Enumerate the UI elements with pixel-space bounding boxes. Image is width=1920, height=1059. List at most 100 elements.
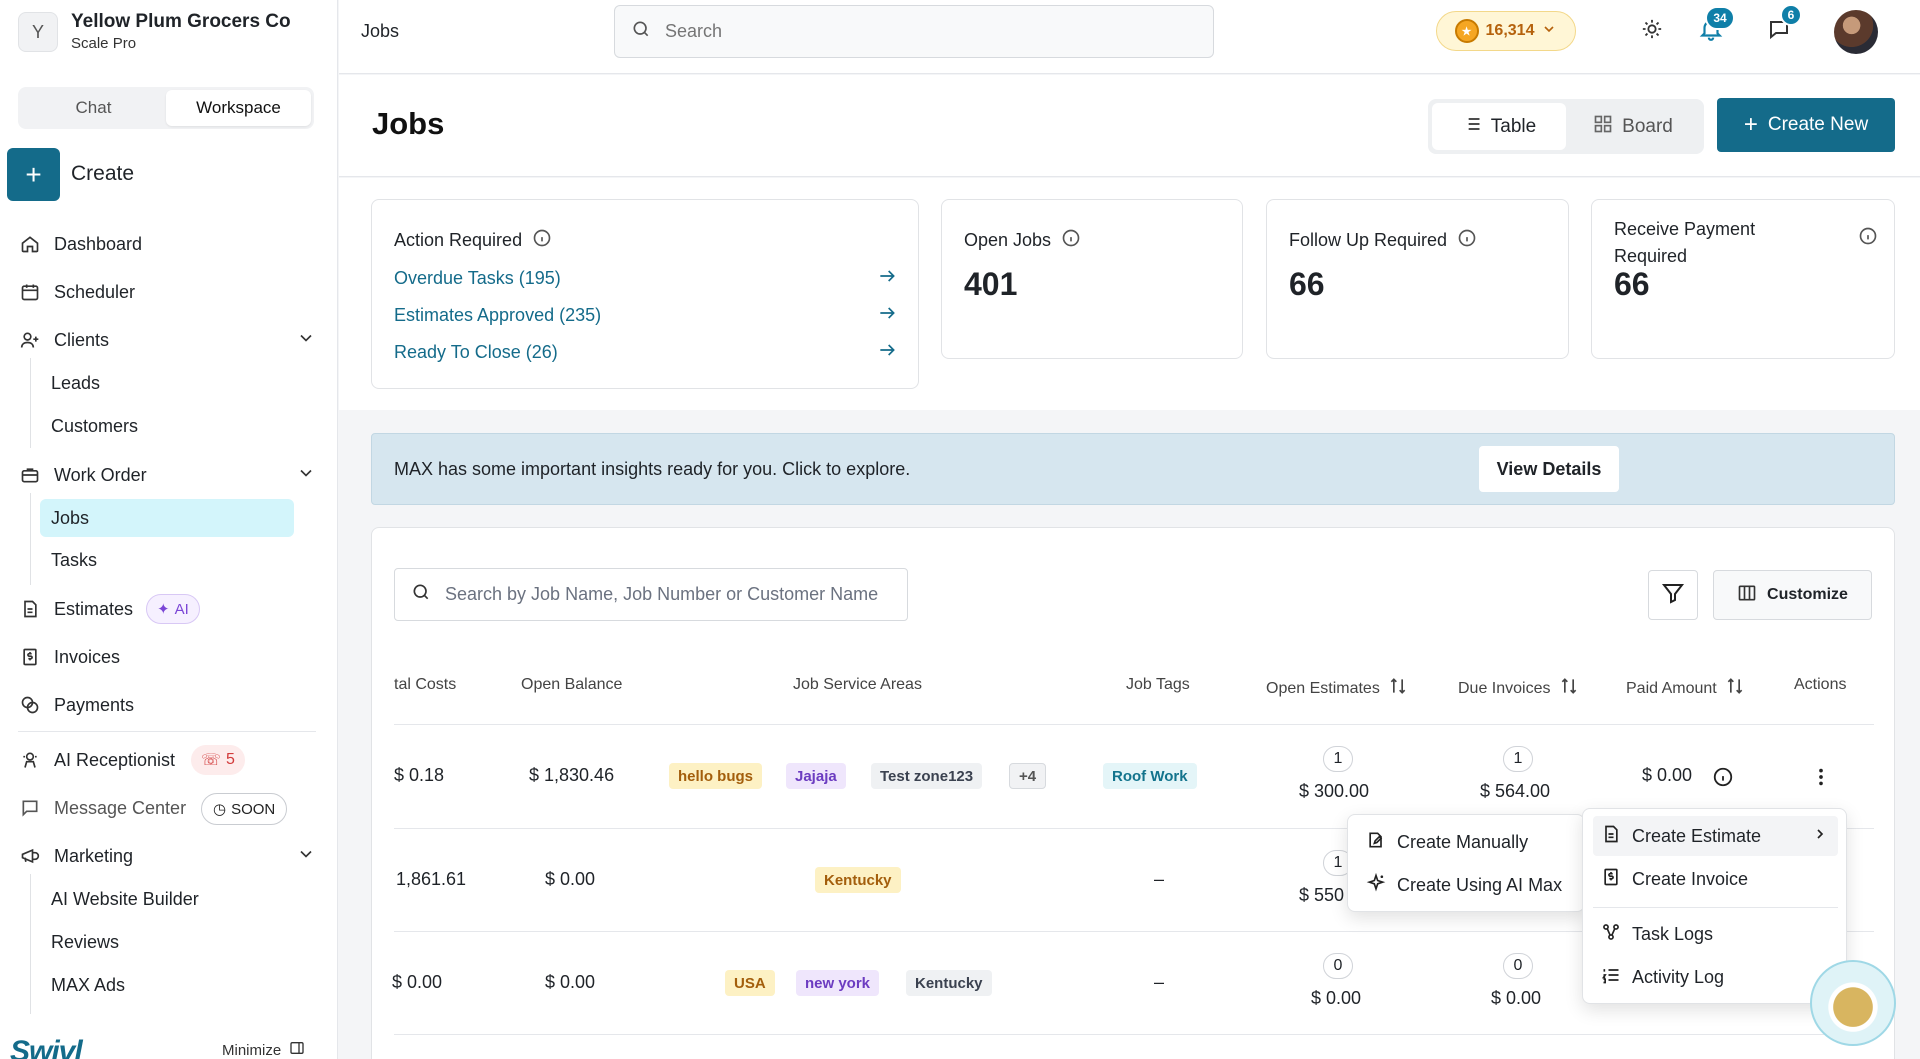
nav-estimates[interactable]: Estimates xyxy=(18,594,133,624)
search-input[interactable] xyxy=(665,21,1165,42)
col-open-estimates[interactable]: Open Estimates xyxy=(1266,676,1408,701)
total-costs-cell: 1,861.61 xyxy=(396,869,467,889)
chevron-down-icon[interactable] xyxy=(296,328,316,353)
minimize-label: Minimize xyxy=(222,1041,282,1059)
nav-dashboard[interactable]: Dashboard xyxy=(18,229,142,259)
task-logs-item[interactable]: Task Logs xyxy=(1593,914,1713,954)
create-manually-item[interactable]: Create Manually xyxy=(1358,822,1528,862)
info-icon[interactable] xyxy=(532,228,552,253)
open-jobs-card[interactable]: Open Jobs 401 xyxy=(941,199,1243,359)
nav-ai-receptionist[interactable]: AI Receptionist xyxy=(18,745,175,775)
org-name[interactable]: Yellow Plum Grocers Co xyxy=(71,11,291,32)
brand-logo: Swivl xyxy=(10,1035,83,1059)
col-total-costs[interactable]: tal Costs xyxy=(394,676,456,694)
document-icon xyxy=(18,597,42,621)
service-area-tag: hello bugs xyxy=(669,763,762,789)
nav-payments[interactable]: Payments xyxy=(18,690,134,720)
sort-icon[interactable] xyxy=(1559,676,1579,701)
nav-work-order[interactable]: Work Order xyxy=(18,460,316,490)
sort-icon[interactable] xyxy=(1388,676,1408,701)
tab-workspace[interactable]: Workspace xyxy=(166,90,311,126)
col-paid-amount[interactable]: Paid Amount xyxy=(1626,676,1745,701)
chevron-down-icon[interactable] xyxy=(296,844,316,869)
kebab-menu-icon[interactable] xyxy=(1810,765,1832,794)
user-avatar[interactable] xyxy=(1834,10,1878,54)
view-table-button[interactable]: Table xyxy=(1432,103,1566,150)
overdue-tasks-link[interactable]: Overdue Tasks (195) xyxy=(394,266,897,291)
view-table-label: Table xyxy=(1490,115,1537,137)
table-search[interactable] xyxy=(394,568,908,621)
col-due-invoices[interactable]: Due Invoices xyxy=(1458,676,1579,701)
create-estimate-item[interactable]: Create Estimate xyxy=(1593,816,1838,856)
link-label: Ready To Close (26) xyxy=(394,342,558,362)
invoice-icon xyxy=(1601,867,1621,892)
follow-up-card[interactable]: Follow Up Required 66 xyxy=(1266,199,1569,359)
card-title-text: Open Jobs xyxy=(964,230,1052,250)
theme-toggle[interactable] xyxy=(1634,13,1670,49)
more-areas-tag[interactable]: +4 xyxy=(1009,763,1047,789)
sort-icon[interactable] xyxy=(1725,676,1745,701)
nav-max-ads[interactable]: MAX Ads xyxy=(51,974,126,995)
max-assistant-button[interactable] xyxy=(1810,960,1896,1046)
create-button[interactable]: + xyxy=(7,148,60,201)
info-icon[interactable] xyxy=(1712,766,1734,793)
global-search[interactable] xyxy=(614,5,1214,58)
nav-label: Scheduler xyxy=(54,281,136,302)
create-invoice-item[interactable]: Create Invoice xyxy=(1593,859,1748,899)
minimize-button[interactable]: Minimize xyxy=(222,1040,305,1059)
view-board-button[interactable]: Board xyxy=(1566,103,1700,150)
open-estimates-count: 0 xyxy=(1323,953,1353,979)
service-area-tag: Test zone123 xyxy=(871,763,983,789)
view-details-button[interactable]: View Details xyxy=(1479,446,1619,492)
filter-button[interactable] xyxy=(1648,570,1698,620)
activity-log-item[interactable]: Activity Log xyxy=(1593,957,1724,997)
nav-leads[interactable]: Leads xyxy=(51,372,101,393)
nav-tasks[interactable]: Tasks xyxy=(51,549,98,570)
open-balance-cell: $ 0.00 xyxy=(545,972,596,992)
create-new-button[interactable]: + Create New xyxy=(1717,98,1895,152)
service-area-tag: Kentucky xyxy=(906,970,992,996)
col-job-service-areas[interactable]: Job Service Areas xyxy=(793,676,922,694)
col-open-balance[interactable]: Open Balance xyxy=(521,676,622,694)
table-search-input[interactable] xyxy=(445,584,895,605)
nav-label: Estimates xyxy=(54,598,134,619)
row-divider xyxy=(394,828,1874,829)
row-divider xyxy=(394,931,1874,932)
coins-balance[interactable]: ★ 16,314 xyxy=(1436,11,1576,51)
receive-payment-card[interactable]: Receive Payment Required 66 xyxy=(1591,199,1895,359)
customize-button[interactable]: Customize xyxy=(1713,570,1872,620)
nav-invoices[interactable]: Invoices xyxy=(18,642,120,672)
list-icon xyxy=(1462,114,1482,140)
banner-text: MAX has some important insights ready fo… xyxy=(394,459,911,479)
nav-clients[interactable]: Clients xyxy=(18,325,316,355)
nav-message-center[interactable]: Message Center xyxy=(18,793,186,823)
tree-line xyxy=(30,358,31,448)
nav-label: Message Center xyxy=(54,797,187,818)
nav-jobs[interactable]: Jobs xyxy=(40,499,294,537)
home-icon xyxy=(18,232,42,256)
service-area-tag: new york xyxy=(796,970,880,996)
soon-label: SOON xyxy=(231,800,276,818)
nav-scheduler[interactable]: Scheduler xyxy=(18,277,135,307)
info-icon[interactable] xyxy=(1061,228,1081,253)
nav-label: Dashboard xyxy=(54,233,143,254)
receptionist-icon xyxy=(18,748,42,772)
nav-ai-website-builder[interactable]: AI Website Builder xyxy=(51,888,199,909)
chevron-down-icon[interactable] xyxy=(296,463,316,488)
nav-marketing[interactable]: Marketing xyxy=(18,841,316,871)
search-icon xyxy=(631,19,651,44)
tab-chat[interactable]: Chat xyxy=(75,98,112,117)
soon-badge: ◷ SOON xyxy=(201,793,288,825)
total-costs-cell: $ 0.00 xyxy=(392,972,443,992)
row-divider xyxy=(394,1034,1874,1035)
estimates-approved-link[interactable]: Estimates Approved (235) xyxy=(394,303,897,328)
org-avatar[interactable]: Y xyxy=(18,12,58,52)
nav-reviews[interactable]: Reviews xyxy=(51,931,120,952)
create-using-ai-item[interactable]: Create Using AI Max xyxy=(1358,865,1562,905)
ready-to-close-link[interactable]: Ready To Close (26) xyxy=(394,340,897,365)
create-label[interactable]: Create xyxy=(71,162,135,185)
col-job-tags[interactable]: Job Tags xyxy=(1126,676,1190,694)
info-icon[interactable] xyxy=(1858,226,1878,251)
info-icon[interactable] xyxy=(1457,228,1477,253)
nav-customers[interactable]: Customers xyxy=(51,415,139,436)
